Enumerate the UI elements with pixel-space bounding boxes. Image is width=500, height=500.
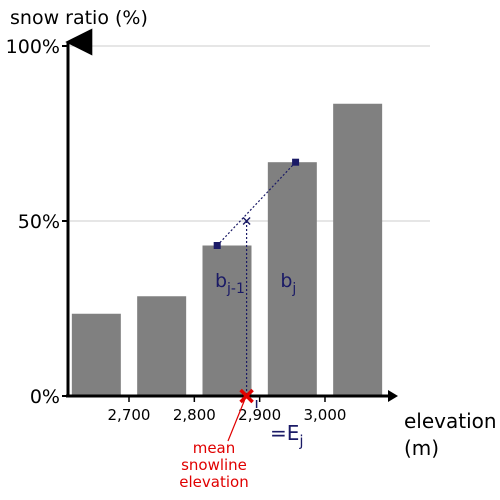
bars [71, 103, 383, 396]
x-tick-label-2: 2,900 [238, 406, 281, 424]
y-tick-label-1: 50% [18, 211, 60, 233]
bar-3 [267, 162, 317, 396]
x-ticks: 2,700 2,800 2,900 3,000 [108, 396, 347, 424]
interpolation-line [216, 161, 297, 246]
x-tick-label-1: 2,800 [173, 406, 216, 424]
y-axis-title: snow ratio (%) [10, 7, 148, 29]
x-tick-label-0: 2,700 [108, 406, 151, 424]
x-axis-unit: (m) [404, 436, 439, 460]
bar-labels: bj-1 bj [215, 270, 296, 297]
x-axis-arrow [388, 390, 398, 402]
y-ticks: 0% 50% 100% [6, 36, 68, 408]
snowline-cross [239, 388, 254, 404]
bar-4 [333, 103, 383, 396]
y-tick-label-0: 0% [30, 386, 60, 408]
interp-point-1 [292, 158, 300, 166]
interpolation-overlay [213, 158, 300, 396]
y-tick-label-2: 100% [6, 36, 60, 58]
snowline-leader [227, 399, 246, 442]
bar-2 [202, 245, 252, 396]
bar-0 [71, 313, 121, 396]
snowline-label-1: snowline [181, 456, 247, 474]
bar-label-0: bj-1 [215, 270, 245, 297]
x-axis-title: elevation [404, 409, 497, 433]
ej-label: =Ej [270, 421, 304, 450]
bar-1 [137, 296, 187, 396]
interp-midpoint [242, 217, 251, 225]
x-tick-label-3: 3,000 [304, 406, 347, 424]
snowline-label-2: elevation [179, 473, 248, 491]
snowline-label-0: mean [193, 439, 236, 457]
interp-point-0 [213, 242, 221, 249]
bar-label-1: bj [280, 270, 296, 297]
